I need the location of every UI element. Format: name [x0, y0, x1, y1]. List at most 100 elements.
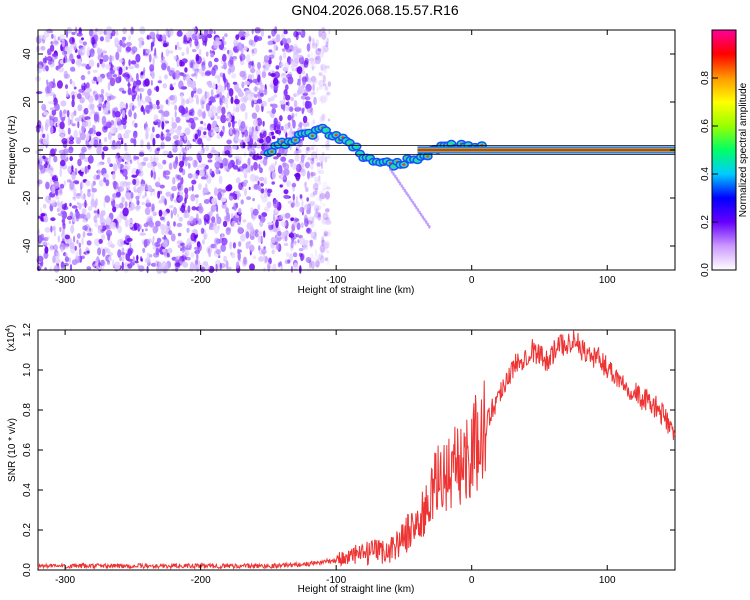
noise-dot — [143, 223, 149, 228]
noise-dot — [203, 234, 207, 240]
noise-dot — [105, 63, 111, 70]
noise-dot — [249, 173, 257, 182]
noise-dot — [318, 29, 322, 38]
noise-dot — [272, 199, 279, 209]
trail-dot — [410, 198, 413, 203]
noise-dot — [190, 90, 194, 98]
noise-dot — [191, 73, 196, 77]
noise-dot — [119, 39, 123, 47]
noise-dot — [187, 220, 191, 226]
noise-dot — [297, 239, 300, 244]
noise-dot — [308, 60, 313, 67]
noise-dot — [271, 249, 275, 255]
noise-dot — [52, 78, 56, 86]
snr-y-ticks: 0.0 0.2 0.4 0.6 0.8 1.0 1.2 — [22, 323, 675, 577]
noise-dot — [86, 168, 90, 173]
noise-dot — [240, 233, 246, 242]
noise-dot — [307, 77, 312, 83]
noise-dot — [130, 60, 137, 65]
noise-dot — [90, 138, 95, 147]
noise-dot — [114, 110, 121, 118]
trail-dot — [413, 203, 416, 207]
noise-dot — [122, 27, 127, 35]
noise-dot — [273, 213, 275, 223]
noise-dot — [297, 81, 301, 86]
noise-dot — [224, 78, 229, 88]
noise-dot — [310, 163, 314, 171]
noise-dot — [63, 180, 67, 186]
noise-dot — [304, 161, 310, 169]
noise-dot — [123, 265, 129, 273]
noise-dot — [178, 105, 185, 114]
noise-dot — [55, 196, 60, 200]
noise-dot — [254, 175, 260, 181]
noise-dot — [310, 78, 317, 84]
noise-dot — [96, 104, 103, 109]
noise-dot — [165, 129, 170, 133]
noise-dot — [270, 103, 273, 107]
noise-dot — [190, 61, 194, 68]
noise-dot — [307, 259, 312, 264]
noise-dot — [299, 73, 302, 83]
noise-dot — [291, 182, 297, 188]
noise-dot — [114, 204, 120, 209]
noise-dot — [168, 150, 172, 157]
noise-dot — [93, 130, 97, 135]
noise-dot — [74, 167, 78, 174]
noise-dot — [195, 213, 199, 222]
noise-dot — [283, 89, 288, 97]
noise-dot — [127, 80, 130, 89]
noise-dot — [176, 240, 181, 245]
noise-dot — [172, 176, 176, 185]
noise-dot — [257, 36, 263, 41]
noise-dot — [235, 34, 240, 40]
noise-dot — [203, 60, 206, 66]
noise-dot — [262, 157, 268, 166]
noise-dot — [84, 199, 87, 209]
noise-dot — [249, 228, 256, 237]
trail-dot — [425, 220, 428, 224]
track-peak — [294, 139, 297, 142]
noise-dot — [71, 123, 76, 127]
noise-dot — [241, 182, 247, 187]
noise-dot — [254, 141, 257, 149]
noise-dot — [174, 110, 177, 118]
noise-dot — [294, 57, 300, 64]
noise-dot — [321, 62, 325, 70]
noise-dot — [135, 168, 139, 177]
noise-dot — [94, 222, 99, 228]
noise-dot — [325, 41, 329, 48]
noise-dot — [260, 194, 263, 199]
noise-dot — [43, 36, 47, 40]
noise-dot — [326, 256, 330, 266]
noise-dot — [141, 201, 145, 206]
noise-dot — [305, 256, 312, 263]
trail-dot — [403, 189, 407, 193]
noise-dot — [115, 76, 122, 84]
noise-dot — [164, 175, 170, 180]
noise-dot — [315, 260, 320, 268]
noise-dot — [141, 228, 144, 233]
noise-dot — [117, 225, 122, 234]
noise-dot — [278, 147, 285, 155]
noise-dot — [73, 42, 77, 51]
noise-dot — [213, 221, 217, 226]
noise-dot — [245, 34, 249, 38]
noise-dot — [59, 34, 66, 42]
noise-dot — [285, 101, 289, 106]
noise-dot — [306, 43, 311, 52]
noise-dot — [318, 190, 324, 196]
noise-dot — [199, 170, 205, 177]
noise-dot — [322, 212, 329, 221]
noise-dot — [158, 199, 163, 204]
noise-dot — [317, 253, 324, 260]
noise-dot — [257, 185, 262, 192]
noise-dot — [91, 188, 97, 193]
noise-dot — [216, 89, 220, 95]
noise-dot — [309, 239, 314, 247]
noise-dot — [166, 220, 170, 227]
noise-dot — [128, 35, 132, 41]
noise-dot — [221, 189, 227, 193]
noise-dot — [237, 251, 241, 261]
noise-dot — [280, 220, 287, 228]
